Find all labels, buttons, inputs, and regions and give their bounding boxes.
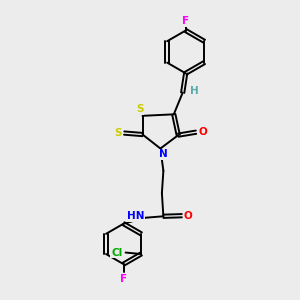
Text: N: N bbox=[159, 149, 168, 160]
Text: Cl: Cl bbox=[111, 248, 122, 257]
Text: HN: HN bbox=[127, 211, 144, 221]
Text: F: F bbox=[120, 274, 127, 284]
Text: S: S bbox=[114, 128, 122, 138]
Text: F: F bbox=[182, 16, 189, 26]
Text: S: S bbox=[136, 104, 143, 114]
Text: O: O bbox=[198, 127, 207, 137]
Text: H: H bbox=[190, 86, 198, 96]
Text: O: O bbox=[184, 211, 193, 221]
